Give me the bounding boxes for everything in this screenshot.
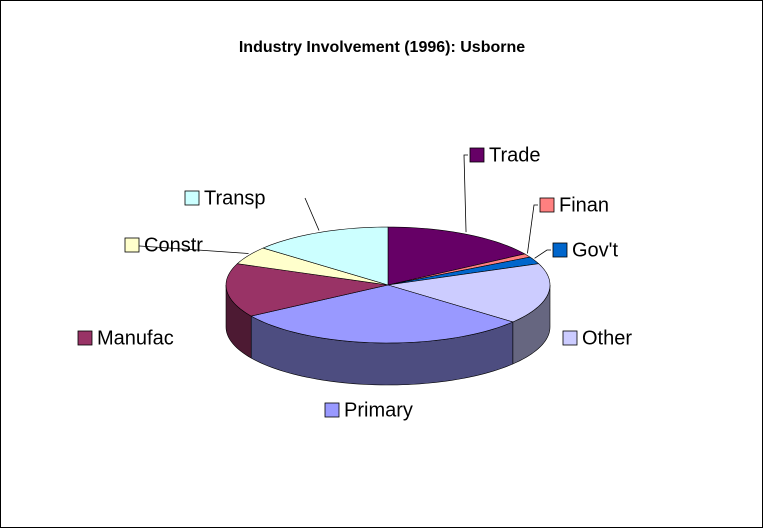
slice-label: Trade <box>489 144 541 166</box>
leader-line <box>124 244 249 254</box>
slice <box>225 263 389 317</box>
legend-swatch <box>77 330 93 346</box>
legend-swatch <box>539 197 555 213</box>
slice <box>387 226 526 286</box>
legend-swatch <box>552 242 568 258</box>
slice-label: Manufac <box>97 327 174 349</box>
leader-line <box>527 204 538 254</box>
slice <box>262 226 389 286</box>
slice-label: Gov't <box>572 239 618 261</box>
slice-label: Constr <box>144 234 203 256</box>
legend-swatch <box>324 402 340 418</box>
leader-line <box>463 154 468 233</box>
slice <box>250 284 514 344</box>
leader-line <box>534 249 551 259</box>
legend-swatch <box>124 237 140 253</box>
slice-label: Transp <box>204 187 266 209</box>
legend-swatch <box>184 190 200 206</box>
legend-swatch <box>469 147 485 163</box>
slice <box>387 263 551 323</box>
slice-label: Other <box>582 327 632 349</box>
chart-title: Industry Involvement (1996): Usborne <box>239 39 525 56</box>
legend-swatch <box>562 330 578 346</box>
slice <box>236 247 389 286</box>
pie-tops <box>225 226 551 344</box>
slice-label: Primary <box>344 399 413 421</box>
leader-line <box>304 197 320 231</box>
slice-label: Finan <box>559 194 609 216</box>
labels: Trade Finan Gov't Other Primary Manufac Constr… <box>77 144 632 421</box>
